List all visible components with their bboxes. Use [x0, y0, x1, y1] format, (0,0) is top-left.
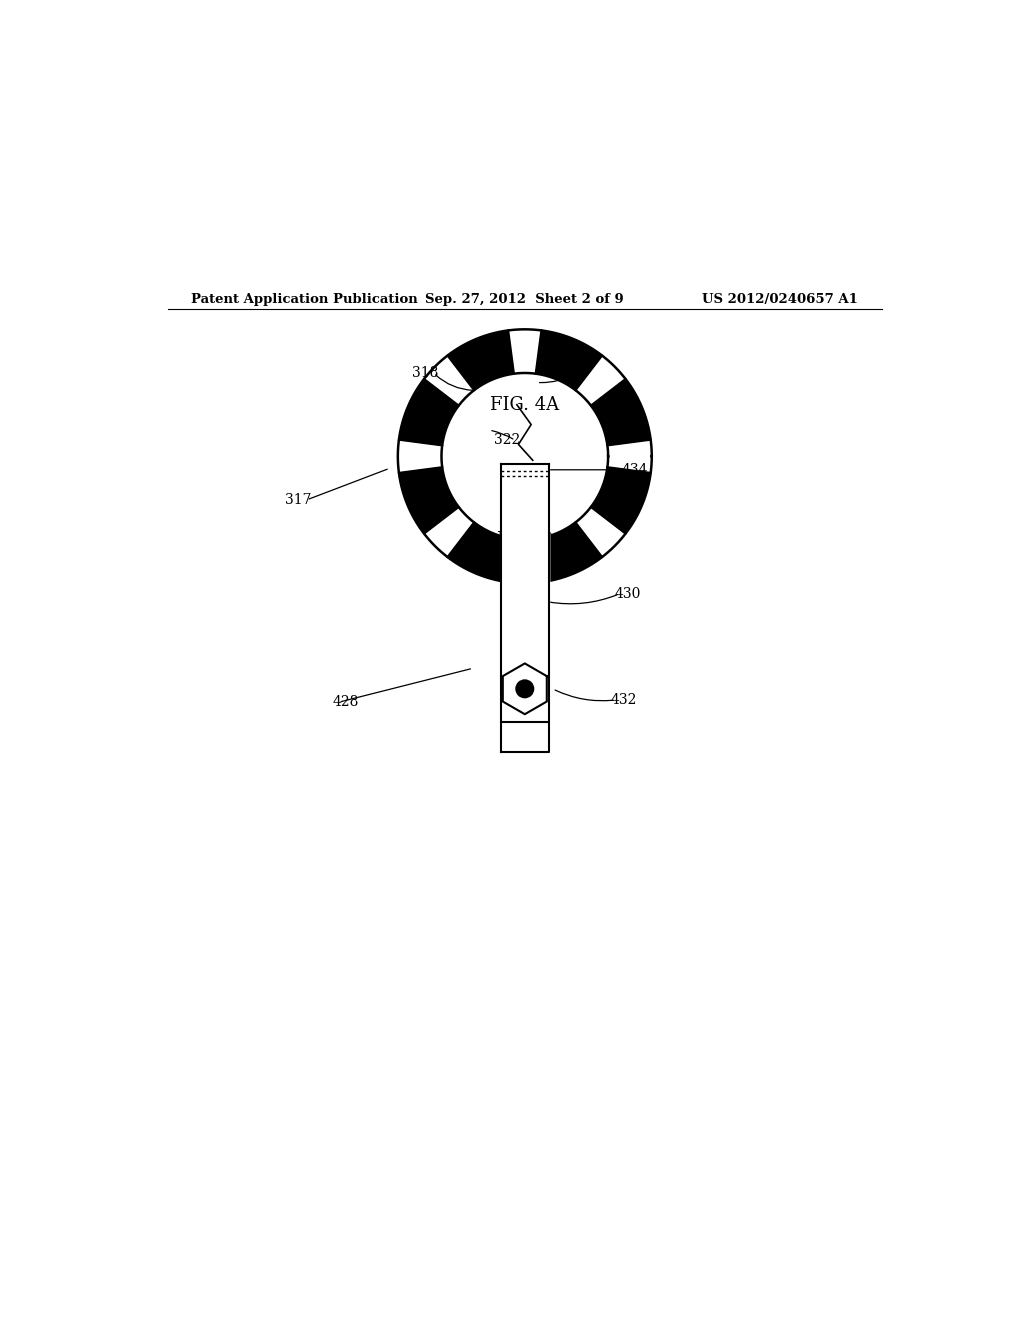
Text: Patent Application Publication: Patent Application Publication [191, 293, 418, 306]
Wedge shape [399, 467, 459, 533]
Text: 318: 318 [413, 366, 439, 380]
Circle shape [515, 680, 535, 698]
Text: 432: 432 [610, 693, 637, 708]
Wedge shape [536, 523, 602, 582]
Text: 428: 428 [333, 696, 359, 709]
Text: 317: 317 [286, 492, 312, 507]
Wedge shape [399, 379, 459, 445]
Wedge shape [591, 467, 650, 533]
Text: 322: 322 [495, 433, 520, 447]
Wedge shape [447, 330, 514, 391]
Polygon shape [503, 664, 547, 714]
Text: 320: 320 [563, 359, 590, 374]
Text: US 2012/0240657 A1: US 2012/0240657 A1 [702, 293, 858, 306]
Wedge shape [536, 330, 602, 391]
Text: FIG. 3: FIG. 3 [497, 531, 553, 549]
Polygon shape [501, 722, 549, 751]
Text: Sep. 27, 2012  Sheet 2 of 9: Sep. 27, 2012 Sheet 2 of 9 [425, 293, 625, 306]
Wedge shape [591, 379, 650, 445]
Wedge shape [447, 523, 514, 582]
Polygon shape [501, 465, 549, 676]
Text: 430: 430 [614, 586, 641, 601]
Text: 434: 434 [622, 463, 647, 477]
Text: FIG. 4A: FIG. 4A [490, 396, 559, 413]
Polygon shape [501, 465, 549, 689]
